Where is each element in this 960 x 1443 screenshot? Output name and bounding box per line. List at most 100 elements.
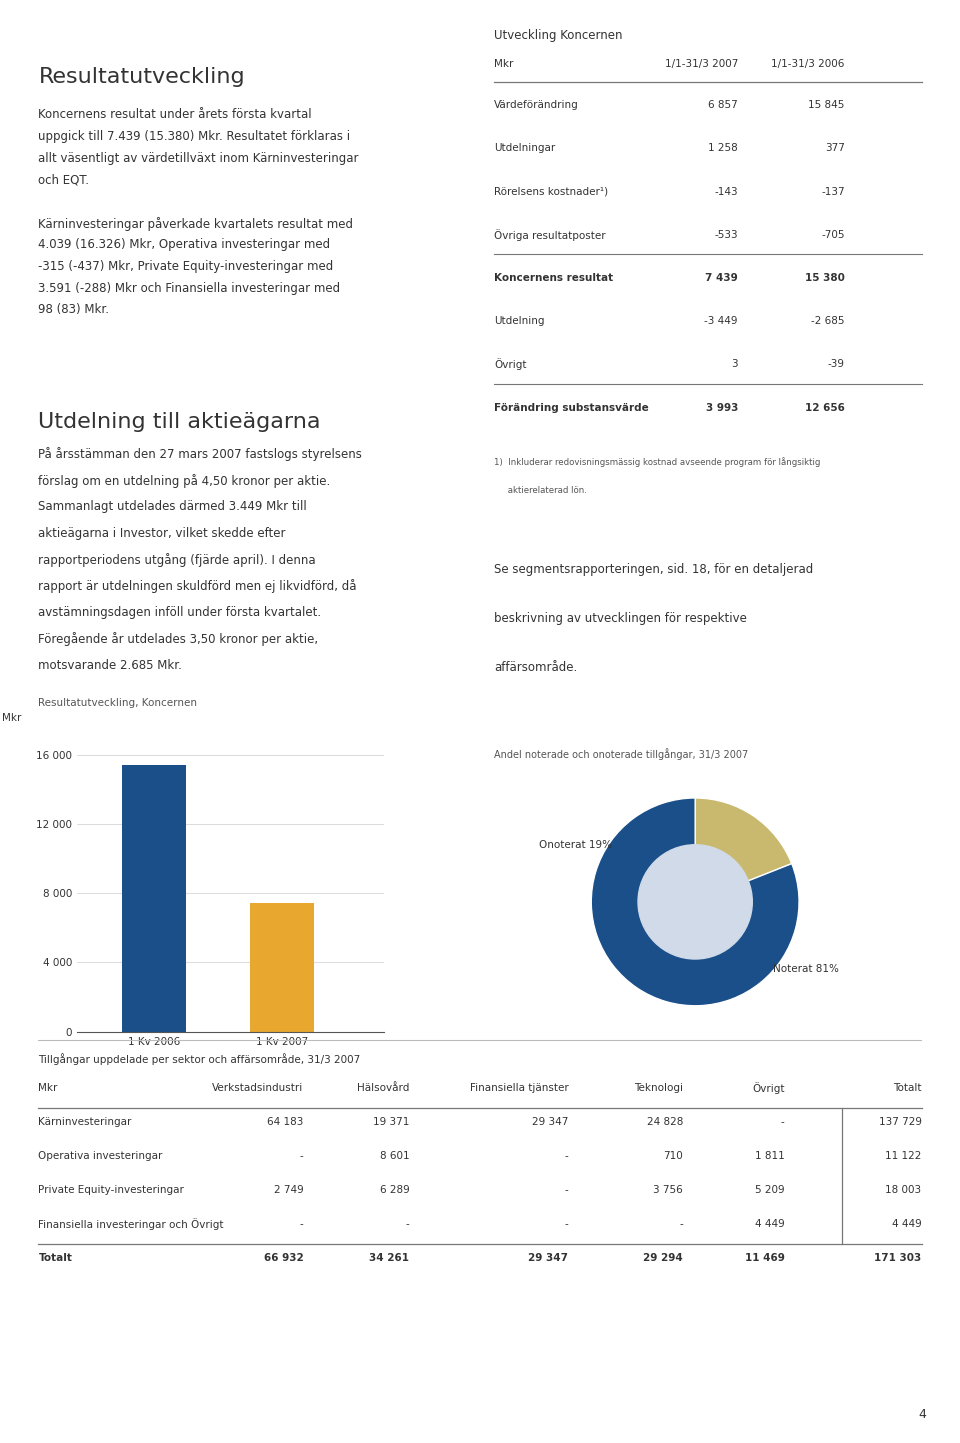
Circle shape (638, 844, 753, 960)
Text: Kärninvesteringar påverkade kvartalets resultat med: Kärninvesteringar påverkade kvartalets r… (38, 216, 353, 231)
Text: 710: 710 (663, 1152, 684, 1162)
Text: 11 469: 11 469 (745, 1254, 784, 1264)
Text: -137: -137 (821, 186, 845, 196)
Text: Mkr: Mkr (2, 713, 21, 723)
Text: aktierelaterad lön.: aktierelaterad lön. (494, 486, 588, 495)
Text: Andel noterade och onoterade tillgångar, 31/3 2007: Andel noterade och onoterade tillgångar,… (494, 747, 749, 760)
Text: -533: -533 (714, 229, 738, 240)
Text: Övrigt: Övrigt (494, 358, 527, 371)
Text: -: - (564, 1219, 568, 1229)
Text: På årsstämman den 27 mars 2007 fastslogs styrelsens: På årsstämman den 27 mars 2007 fastslogs… (38, 447, 362, 462)
Text: -3 449: -3 449 (705, 316, 738, 326)
Text: avstämningsdagen inföll under första kvartalet.: avstämningsdagen inföll under första kva… (38, 606, 322, 619)
Text: -143: -143 (714, 186, 738, 196)
Text: Mkr: Mkr (38, 1084, 58, 1092)
Text: Utdelning: Utdelning (494, 316, 545, 326)
Text: och EQT.: och EQT. (38, 173, 89, 186)
Text: 2 749: 2 749 (274, 1185, 303, 1195)
Text: Värdeförändring: Värdeförändring (494, 100, 579, 110)
Text: beskrivning av utvecklingen för respektive: beskrivning av utvecklingen för respekti… (494, 612, 747, 625)
Text: 6 289: 6 289 (379, 1185, 409, 1195)
Text: aktieägarna i Investor, vilket skedde efter: aktieägarna i Investor, vilket skedde ef… (38, 527, 286, 540)
Text: 66 932: 66 932 (264, 1254, 303, 1264)
Text: 1/1-31/3 2007: 1/1-31/3 2007 (664, 59, 738, 69)
Text: 5 209: 5 209 (756, 1185, 784, 1195)
Text: 1 258: 1 258 (708, 143, 738, 153)
Text: Utdelning till aktieägarna: Utdelning till aktieägarna (38, 413, 321, 431)
Text: -39: -39 (828, 359, 845, 369)
Text: Koncernens resultat: Koncernens resultat (494, 273, 613, 283)
Text: Private Equity-investeringar: Private Equity-investeringar (38, 1185, 184, 1195)
Text: 15 845: 15 845 (808, 100, 845, 110)
Text: 3 993: 3 993 (706, 403, 738, 413)
Text: 4 449: 4 449 (755, 1219, 784, 1229)
Text: Teknologi: Teknologi (635, 1084, 684, 1092)
Text: -: - (564, 1185, 568, 1195)
Text: Kärninvesteringar: Kärninvesteringar (38, 1117, 132, 1127)
Text: -: - (405, 1219, 409, 1229)
Text: Utdelningar: Utdelningar (494, 143, 556, 153)
Text: 34 261: 34 261 (370, 1254, 409, 1264)
Text: Totalt: Totalt (38, 1254, 72, 1264)
Text: 19 371: 19 371 (373, 1117, 409, 1127)
Text: motsvarande 2.685 Mkr.: motsvarande 2.685 Mkr. (38, 659, 182, 672)
Text: rapport är utdelningen skuldförd men ej likvidförd, då: rapport är utdelningen skuldförd men ej … (38, 580, 357, 593)
Text: 4.039 (16.326) Mkr, Operativa investeringar med: 4.039 (16.326) Mkr, Operativa investerin… (38, 238, 330, 251)
Text: -: - (680, 1219, 684, 1229)
Text: Onoterat 19%: Onoterat 19% (540, 840, 612, 850)
Text: Verkstadsindustri: Verkstadsindustri (212, 1084, 303, 1092)
Text: 11 122: 11 122 (885, 1152, 922, 1162)
Text: 1 811: 1 811 (755, 1152, 784, 1162)
Text: -315 (-437) Mkr, Private Equity-investeringar med: -315 (-437) Mkr, Private Equity-invester… (38, 260, 334, 273)
Text: 64 183: 64 183 (267, 1117, 303, 1127)
Bar (250, 903, 314, 1032)
Text: -: - (300, 1219, 303, 1229)
Text: 98 (83) Mkr.: 98 (83) Mkr. (38, 303, 109, 316)
Text: allt väsentligt av värdetillväxt inom Kärninvesteringar: allt väsentligt av värdetillväxt inom Kä… (38, 152, 359, 165)
Text: Resultatutveckling: Resultatutveckling (38, 68, 245, 87)
Text: 18 003: 18 003 (885, 1185, 922, 1195)
Text: 29 347: 29 347 (528, 1254, 568, 1264)
Text: 4: 4 (919, 1407, 926, 1421)
Text: Övriga resultatposter: Övriga resultatposter (494, 229, 606, 241)
Text: affärsområde.: affärsområde. (494, 661, 578, 674)
Text: Resultatutveckling, Koncernen: Resultatutveckling, Koncernen (38, 698, 198, 709)
Text: 1/1-31/3 2006: 1/1-31/3 2006 (771, 59, 845, 69)
Text: -705: -705 (821, 229, 845, 240)
Text: 8 601: 8 601 (380, 1152, 409, 1162)
Text: 137 729: 137 729 (878, 1117, 922, 1127)
Text: 6 857: 6 857 (708, 100, 738, 110)
Wedge shape (591, 798, 799, 1006)
Text: 29 294: 29 294 (643, 1254, 684, 1264)
Text: -2 685: -2 685 (811, 316, 845, 326)
Text: Koncernens resultat under årets första kvartal: Koncernens resultat under årets första k… (38, 108, 312, 121)
Text: -: - (564, 1152, 568, 1162)
Text: Operativa investeringar: Operativa investeringar (38, 1152, 163, 1162)
Text: Utveckling Koncernen: Utveckling Koncernen (494, 29, 623, 42)
Text: Övrigt: Övrigt (753, 1082, 784, 1094)
Text: 29 347: 29 347 (532, 1117, 568, 1127)
Text: 15 380: 15 380 (804, 273, 845, 283)
Text: Hälsovård: Hälsovård (357, 1084, 409, 1092)
Text: 12 656: 12 656 (804, 403, 845, 413)
Text: -: - (780, 1117, 784, 1127)
Wedge shape (695, 798, 792, 902)
Text: 4 449: 4 449 (892, 1219, 922, 1229)
Text: 3 756: 3 756 (654, 1185, 684, 1195)
Text: 7 439: 7 439 (706, 273, 738, 283)
Text: Se segmentsrapporteringen, sid. 18, för en detaljerad: Se segmentsrapporteringen, sid. 18, för … (494, 563, 814, 576)
Text: Finansiella investeringar och Övrigt: Finansiella investeringar och Övrigt (38, 1218, 224, 1231)
Text: 171 303: 171 303 (875, 1254, 922, 1264)
Text: 3: 3 (732, 359, 738, 369)
Text: 1)  Inkluderar redovisningsmässig kostnad avseende program för långsiktig: 1) Inkluderar redovisningsmässig kostnad… (494, 457, 821, 468)
Text: 377: 377 (825, 143, 845, 153)
Text: 24 828: 24 828 (647, 1117, 684, 1127)
Text: rapportperiodens utgång (fjärde april). I denna: rapportperiodens utgång (fjärde april). … (38, 553, 316, 567)
Text: Tillgångar uppdelade per sektor och affärsområde, 31/3 2007: Tillgångar uppdelade per sektor och affä… (38, 1053, 361, 1065)
Text: Föregående år utdelades 3,50 kronor per aktie,: Föregående år utdelades 3,50 kronor per … (38, 632, 319, 646)
Text: Förändring substansvärde: Förändring substansvärde (494, 403, 649, 413)
Text: förslag om en utdelning på 4,50 kronor per aktie.: förslag om en utdelning på 4,50 kronor p… (38, 473, 330, 488)
Text: Sammanlagt utdelades därmed 3.449 Mkr till: Sammanlagt utdelades därmed 3.449 Mkr ti… (38, 501, 307, 514)
Text: Noterat 81%: Noterat 81% (773, 964, 839, 974)
Bar (122, 765, 185, 1032)
